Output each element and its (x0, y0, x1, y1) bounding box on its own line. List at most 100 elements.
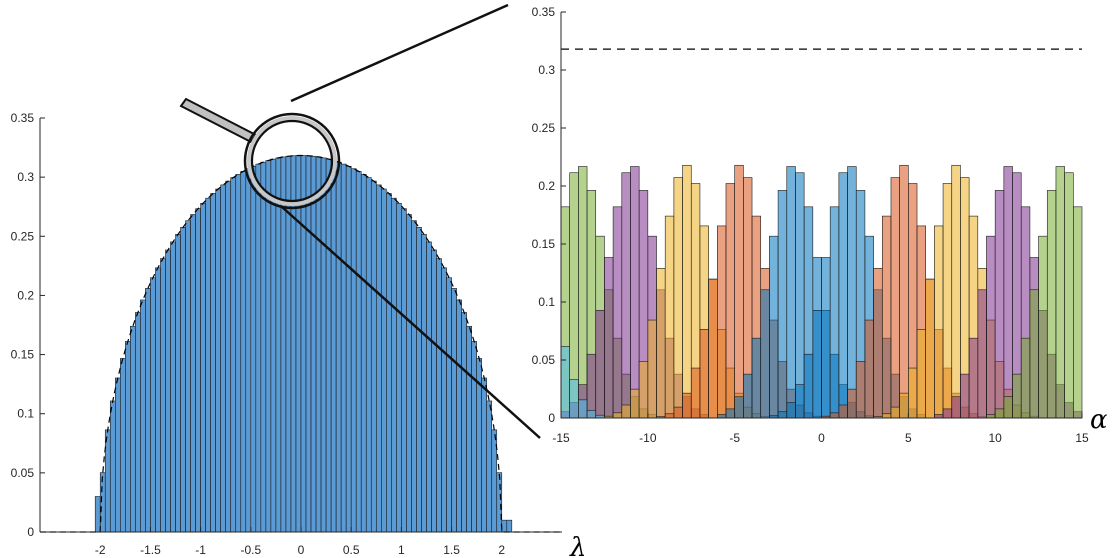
right-histogram-bar (1038, 235, 1048, 419)
left-histogram-bar (225, 180, 232, 533)
right-histogram-bar (899, 392, 909, 419)
left-histogram-bar (486, 400, 493, 533)
right-histogram-bar (795, 384, 805, 419)
left-histogram-bar (150, 277, 156, 533)
right-histogram-bar (890, 406, 900, 419)
left-histogram-bar (506, 519, 513, 533)
right-histogram-bar (612, 206, 623, 419)
zoom-line-top (290, 3, 509, 103)
left-histogram-bar (295, 155, 302, 533)
right-histogram-bar (873, 268, 883, 419)
left-x-axis-label: λ (569, 533, 586, 558)
right-y-tick-label: 0.2 (538, 179, 555, 193)
left-histogram-bar (109, 400, 116, 533)
left-histogram-panel: -2 -1.5 -1 -0.5 0 0.5 1 1.5 2 0 0.05 0.1 0.15 0.2 0.2… (11, 111, 587, 558)
right-histogram-bar (864, 319, 874, 419)
left-histogram-bar (200, 202, 206, 533)
right-x-tick-label: -10 (639, 431, 657, 445)
right-x-tick-labels: -15 -10 -5 0 5 10 15 (552, 431, 1089, 445)
right-histogram-bar (829, 206, 840, 419)
left-histogram-bars (94, 155, 513, 533)
left-histogram-bar (446, 277, 452, 533)
right-x-axis-label: α (1090, 405, 1108, 435)
right-y-tick-label: 0.05 (532, 353, 556, 367)
right-histogram-bar (786, 166, 796, 419)
right-histogram-bar (673, 406, 683, 419)
left-histogram-bar (310, 155, 317, 533)
zoom-line-bottom (281, 206, 541, 439)
right-histogram-bar (881, 215, 892, 419)
right-histogram-bar (812, 310, 822, 419)
right-y-tick-labels: 0 0.05 0.1 0.15 0.2 0.25 0.3 0.35 (532, 5, 556, 425)
magnifier-handle (179, 97, 258, 144)
left-histogram-bar (365, 177, 372, 533)
left-histogram-bar (130, 325, 136, 533)
left-histogram-bar (370, 180, 377, 533)
left-histogram-bar (275, 157, 282, 533)
left-histogram-bar (436, 258, 442, 533)
left-histogram-bar (94, 496, 101, 533)
right-histogram-bar (1064, 172, 1074, 419)
left-histogram-bar (456, 299, 462, 533)
left-histogram-bar (235, 174, 242, 533)
left-histogram-bar (340, 163, 347, 533)
right-histogram-bar (908, 367, 918, 419)
right-histogram-bar (986, 235, 996, 419)
left-y-tick-label: 0.15 (11, 348, 35, 362)
left-axes (39, 117, 562, 533)
right-histogram-bar (803, 353, 814, 419)
right-x-tick-label: 10 (988, 431, 1002, 445)
left-histogram-bar (350, 168, 357, 533)
right-histogram-bar (612, 412, 623, 419)
magnifier-lens-inner (250, 119, 334, 203)
right-histogram-bar (682, 392, 692, 419)
right-histogram-bar (951, 396, 961, 419)
left-histogram-bar (250, 165, 257, 533)
right-histogram-bar (604, 257, 614, 419)
right-histogram-bars (560, 164, 1083, 419)
left-histogram-bar (375, 184, 382, 533)
left-histogram-bar (175, 234, 181, 533)
right-histogram-bar (1055, 166, 1065, 419)
left-histogram-bar (99, 472, 106, 533)
left-histogram-bar (421, 234, 427, 533)
left-y-tick-label: 0.25 (11, 229, 35, 243)
left-histogram-bar (355, 171, 362, 533)
left-histogram-bar (290, 155, 297, 533)
magnifier-lens-ring (247, 116, 337, 206)
left-y-tick-label: 0 (27, 525, 34, 539)
right-histogram-bar (951, 164, 961, 419)
left-histogram-bar (381, 188, 387, 533)
left-histogram-bar (155, 267, 161, 533)
left-y-tick-label: 0.05 (11, 466, 35, 480)
right-x-tick-label: 5 (905, 431, 912, 445)
left-histogram-bar (391, 197, 397, 533)
right-y-tick-label: 0.35 (532, 5, 556, 19)
left-histogram-bar (215, 188, 221, 533)
right-histogram-bar (899, 164, 909, 419)
left-histogram-bar (471, 341, 477, 533)
right-axes (560, 11, 1083, 419)
left-histogram-bar (315, 156, 322, 533)
left-histogram-bar (396, 202, 402, 533)
left-histogram-bar (461, 312, 467, 533)
left-x-tick-label: 1.5 (443, 543, 460, 557)
left-histogram-bar (360, 174, 367, 533)
left-histogram-bar (441, 267, 447, 533)
right-y-tick-label: 0.3 (538, 63, 555, 77)
left-histogram-bar (406, 214, 412, 533)
right-histogram-bar (682, 164, 692, 419)
right-y-tick-label: 0.15 (532, 237, 556, 251)
right-histogram-bar (786, 402, 796, 419)
right-histogram-bar (994, 408, 1005, 419)
left-x-tick-label: 1 (398, 543, 405, 557)
left-histogram-bar (170, 241, 176, 533)
right-histogram-bar (1073, 206, 1083, 419)
right-histogram-bar (769, 235, 779, 419)
left-histogram-bar (466, 325, 472, 533)
left-histogram-bar (114, 377, 121, 533)
left-x-tick-label: -1.5 (140, 543, 161, 557)
right-histogram-bar (847, 166, 857, 419)
left-histogram-bar (411, 220, 417, 533)
